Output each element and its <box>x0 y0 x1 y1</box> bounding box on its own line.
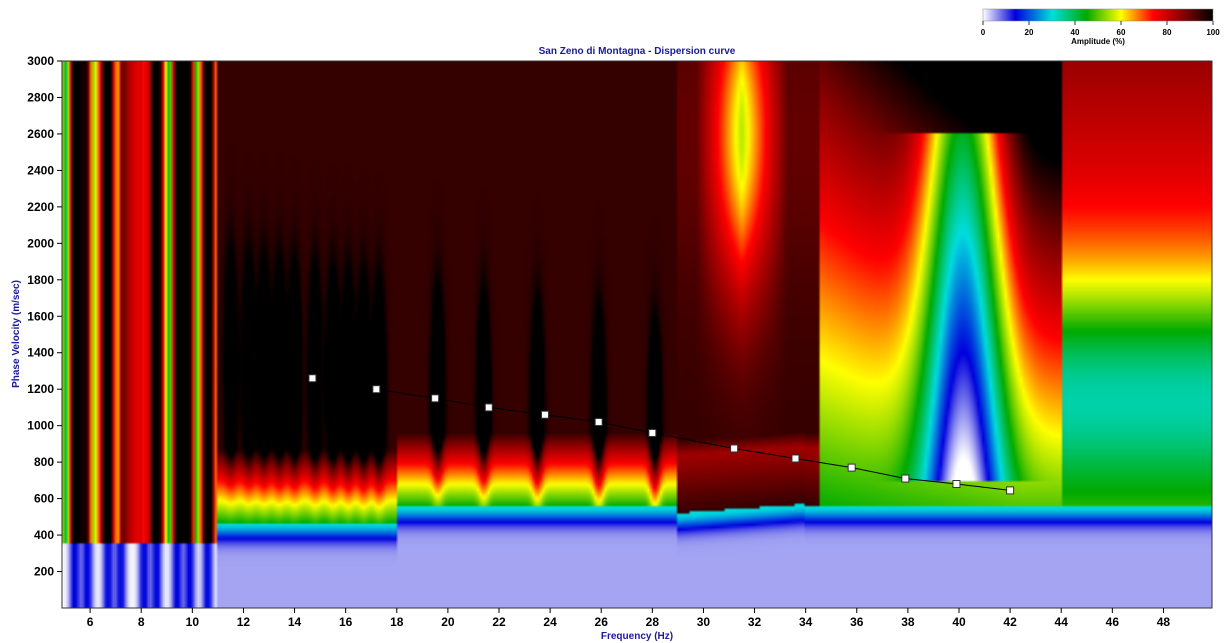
y-tick-label: 200 <box>34 565 54 579</box>
heatmap-image <box>62 61 1212 608</box>
dispersion-point <box>901 474 910 483</box>
colorbar-tick-label: 40 <box>1071 28 1080 37</box>
x-tick-label: 26 <box>595 615 609 629</box>
colorbar-tick-label: 100 <box>1206 28 1220 37</box>
y-tick-label: 2600 <box>27 127 54 141</box>
y-tick-label: 600 <box>34 492 54 506</box>
x-tick-label: 8 <box>138 615 145 629</box>
colorbar-strip <box>982 8 1214 22</box>
x-axis-ticks: 6 8 10 12 14 16 18 20 22 24 26 28 30 32 34 36 38 40 42 44 46… <box>87 608 1171 629</box>
dispersion-point <box>847 463 856 472</box>
dispersion-point <box>372 385 381 394</box>
x-tick-label: 20 <box>441 615 455 629</box>
dispersion-point <box>541 410 549 419</box>
x-tick-label: 38 <box>901 615 915 629</box>
x-tick-label: 22 <box>492 615 506 629</box>
x-tick-label: 16 <box>339 615 353 629</box>
y-tick-label: 2800 <box>27 90 54 104</box>
colorbar-label: Amplitude (%) <box>1071 37 1125 46</box>
dispersion-point <box>594 418 603 427</box>
chart-title: San Zeno di Montagna - Dispersion curve <box>539 46 736 57</box>
dispersion-point <box>308 374 317 383</box>
dispersion-curve <box>308 374 1015 495</box>
heatmap-area <box>62 61 1212 608</box>
x-tick-label: 18 <box>390 615 404 629</box>
y-axis-label: Phase Velocity (m/sec) <box>11 280 22 388</box>
colorbar: 0 20 40 60 80 100 Amplitude (%) <box>981 8 1220 46</box>
x-tick-label: 34 <box>799 615 813 629</box>
x-tick-label: 14 <box>288 615 302 629</box>
x-axis-label: Frequency (Hz) <box>601 631 673 642</box>
x-tick-label: 10 <box>186 615 200 629</box>
y-tick-label: 1000 <box>27 419 54 433</box>
x-tick-label: 48 <box>1157 615 1171 629</box>
y-tick-label: 400 <box>34 528 54 542</box>
dispersion-point <box>484 403 493 412</box>
x-tick-label: 40 <box>952 615 966 629</box>
x-tick-label: 44 <box>1055 615 1069 629</box>
x-tick-label: 42 <box>1003 615 1017 629</box>
y-tick-label: 1400 <box>27 346 54 360</box>
dispersion-point <box>730 444 739 453</box>
dispersion-point <box>1006 486 1015 495</box>
x-tick-label: 32 <box>748 615 762 629</box>
x-tick-label: 6 <box>87 615 94 629</box>
x-tick-label: 30 <box>697 615 711 629</box>
dispersion-point <box>791 454 800 463</box>
y-tick-label: 800 <box>34 455 54 469</box>
colorbar-tick-label: 20 <box>1025 28 1034 37</box>
y-tick-label: 1600 <box>27 309 54 323</box>
colorbar-tick-label: 60 <box>1117 28 1126 37</box>
x-tick-label: 12 <box>237 615 251 629</box>
dispersion-point <box>431 394 440 403</box>
y-tick-label: 2000 <box>27 236 54 250</box>
y-tick-label: 2200 <box>27 200 54 214</box>
y-tick-label: 3000 <box>27 54 54 68</box>
colorbar-tick-label: 80 <box>1163 28 1172 37</box>
x-tick-label: 46 <box>1106 615 1120 629</box>
x-tick-label: 28 <box>646 615 660 629</box>
y-tick-label: 1200 <box>27 382 54 396</box>
colorbar-ticks: 0 20 40 60 80 100 <box>981 21 1220 37</box>
y-tick-label: 1800 <box>27 273 54 287</box>
y-axis-ticks: 200 400 600 800 1000 1200 1400 1600 1800 2000 2200… <box>27 54 62 579</box>
y-tick-label: 2400 <box>27 163 54 177</box>
x-tick-label: 24 <box>543 615 557 629</box>
plot-frame <box>61 60 1213 609</box>
colorbar-tick-label: 0 <box>981 28 986 37</box>
dispersion-point <box>952 480 961 489</box>
x-tick-label: 36 <box>850 615 864 629</box>
dispersion-point <box>648 428 657 437</box>
